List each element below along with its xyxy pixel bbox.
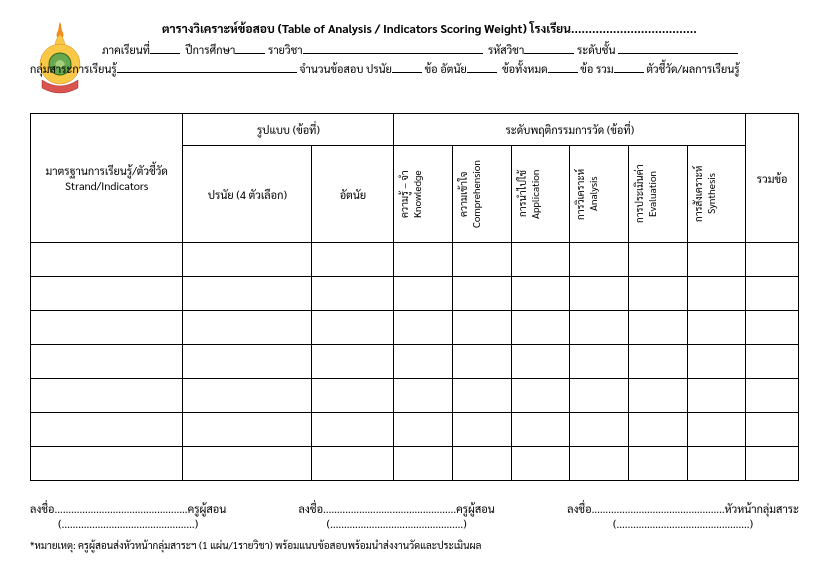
lbl-subject: รายวิชา <box>268 42 303 57</box>
signature-row: ลงชื่อ..................................… <box>30 501 799 531</box>
form-line-2: กลุ่มสาระการเรียนรู้ จำนวนข้อสอบ ปรนัย ข… <box>30 61 799 76</box>
hdr-lv6: การสังเคราะห์Synthesis <box>687 146 746 243</box>
hdr-lv5: การประเมินค่าEvaluation <box>628 146 687 243</box>
table-row <box>31 413 799 447</box>
table-row <box>31 447 799 481</box>
sign-teacher-2: ลงชื่อ..................................… <box>299 501 495 531</box>
hdr-subjective: อัตนัย <box>312 146 394 243</box>
hdr-lv3: การนำไปใช้Application <box>511 146 570 243</box>
lbl-code: รหัสวิชา <box>488 42 524 57</box>
table-row <box>31 311 799 345</box>
lbl-year: ปีการศึกษา <box>185 42 235 57</box>
sign-head: ลงชื่อ..................................… <box>567 501 799 531</box>
lbl-strand-group: กลุ่มสาระการเรียนรู้ <box>30 61 117 76</box>
lbl-level: ระดับชั้น <box>577 42 615 57</box>
table-row <box>31 277 799 311</box>
sign-teacher-1: ลงชื่อ..................................… <box>30 501 226 531</box>
hdr-lv1: ความรู้ – จำKnowledge <box>394 146 453 243</box>
doc-title: ตารางวิเคราะห์ข้อสอบ (Table of Analysis … <box>102 20 799 36</box>
hdr-strand-en: Strand/Indicators <box>65 178 148 193</box>
hdr-level: ระดับพฤติกรรมการวัด (ข้อที่) <box>394 114 746 146</box>
lbl-item-count: จำนวนข้อสอบ ปรนัย <box>299 61 392 76</box>
hdr-format: รูปแบบ (ข้อที่) <box>183 114 394 146</box>
table-row <box>31 345 799 379</box>
lbl-kho: ข้อ อัตนัย <box>425 61 467 76</box>
lbl-total-items: ข้อทั้งหมด <box>502 61 547 76</box>
lbl-total-kho: ข้อ รวม <box>580 61 613 76</box>
table-row <box>31 243 799 277</box>
lbl-semester: ภาคเรียนที่ <box>102 42 150 57</box>
hdr-total: รวมข้อ <box>746 114 799 243</box>
title-dots: .................................... <box>571 20 697 36</box>
title-text: ตารางวิเคราะห์ข้อสอบ (Table of Analysis … <box>162 20 571 36</box>
lbl-indicator-result: ตัวชี้วัด/ผลการเรียนรู้ <box>646 61 739 76</box>
hdr-strand-th: มาตรฐานการเรียนรู้/ตัวชี้วัด <box>46 163 168 178</box>
analysis-table: มาตรฐานการเรียนรู้/ตัวชี้วัด Strand/Indi… <box>30 113 799 481</box>
form-line-1: ภาคเรียนที่ ปีการศึกษา รายวิชา รหัสวิชา … <box>102 42 799 57</box>
header-row: ตารางวิเคราะห์ข้อสอบ (Table of Analysis … <box>30 20 799 103</box>
table-body <box>31 243 799 481</box>
hdr-strand: มาตรฐานการเรียนรู้/ตัวชี้วัด Strand/Indi… <box>31 114 183 243</box>
hdr-lv2: ความเข้าใจComprehension <box>453 146 512 243</box>
table-row <box>31 379 799 413</box>
note-text: *หมายเหตุ: ครูผู้สอนส่งหัวหน้ากลุ่มสาระฯ… <box>30 539 799 552</box>
hdr-lv4: การวิเคราะห์Analysis <box>570 146 629 243</box>
header-text: ตารางวิเคราะห์ข้อสอบ (Table of Analysis … <box>102 20 799 80</box>
hdr-objective: ปรนัย (4 ตัวเลือก) <box>183 146 312 243</box>
